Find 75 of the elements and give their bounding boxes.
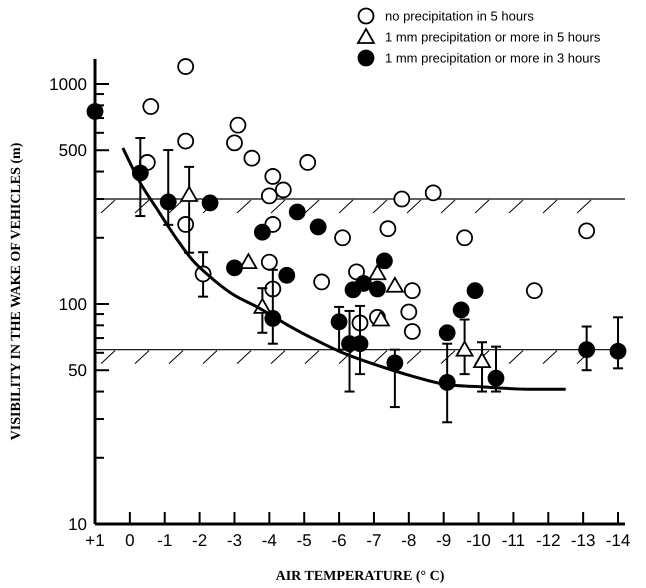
point (299, 154, 316, 171)
point (348, 263, 365, 280)
legend-label: no precipitation in 5 hours (385, 8, 534, 24)
point (260, 254, 278, 271)
point (230, 116, 246, 134)
point (86, 103, 104, 120)
x-tick-label: -3 (226, 531, 242, 550)
point (274, 182, 292, 198)
point (369, 280, 386, 298)
x-tick-label: +1 (85, 531, 105, 550)
x-tick-label: -6 (332, 531, 347, 550)
x-tick-label: -10 (466, 531, 491, 550)
point (372, 310, 390, 326)
y-tick-label: 500 (58, 141, 87, 160)
point (330, 313, 348, 330)
point (404, 282, 421, 300)
point (226, 259, 243, 276)
x-tick-label: -14 (606, 531, 630, 550)
point (177, 58, 194, 75)
point (526, 282, 543, 300)
point (400, 304, 418, 320)
point (456, 340, 474, 357)
x-tick-label: -12 (536, 531, 561, 550)
point (452, 302, 470, 318)
point (288, 204, 306, 220)
point (404, 323, 421, 340)
y-tick-label: 50 (68, 361, 87, 380)
point (310, 218, 327, 236)
point (240, 253, 258, 270)
point (456, 229, 474, 246)
y-tick-label: 1000 (49, 74, 87, 94)
point (142, 98, 160, 115)
legend-label: 1 mm precipitation or more in 3 hours (385, 50, 601, 66)
point (260, 188, 278, 204)
point (578, 222, 596, 240)
x-tick-label: -9 (436, 531, 452, 550)
point (610, 342, 626, 360)
point (379, 220, 396, 238)
point (264, 168, 282, 185)
point (226, 134, 243, 152)
x-tick-label: -4 (262, 531, 277, 550)
x-tick-label: -1 (157, 531, 172, 550)
x-tick-label: -8 (401, 531, 416, 550)
y-axis-title: VISIBILITY IN THE WAKE OF VEHICLES (m) (9, 142, 24, 440)
point (177, 132, 194, 150)
point (254, 224, 271, 241)
point (393, 190, 410, 208)
point (313, 274, 330, 290)
x-axis-title: AIR TEMPERATURE (° C) (276, 569, 445, 584)
point (438, 324, 456, 342)
point (344, 281, 362, 298)
point (334, 229, 351, 246)
point (578, 341, 596, 358)
point (244, 150, 260, 167)
point (386, 354, 404, 372)
point (160, 194, 177, 210)
point (386, 276, 404, 293)
legend-label: 1 mm precipitation or more in 5 hours (385, 30, 601, 45)
point (368, 264, 386, 280)
point (473, 352, 491, 368)
point (202, 194, 218, 212)
x-tick-label: -5 (296, 531, 312, 550)
x-tick-label: -2 (192, 531, 208, 550)
x-tick-label: -7 (366, 531, 382, 550)
y-tick-label: 100 (58, 294, 87, 314)
point (278, 266, 296, 284)
y-tick-label: 10 (68, 514, 87, 534)
point (466, 282, 484, 300)
x-tick-label: 0 (125, 531, 135, 550)
point (376, 252, 393, 270)
x-tick-label: -11 (502, 531, 526, 550)
x-tick-label: -13 (570, 531, 596, 550)
point (180, 186, 198, 202)
point (424, 184, 442, 202)
point (488, 370, 504, 387)
